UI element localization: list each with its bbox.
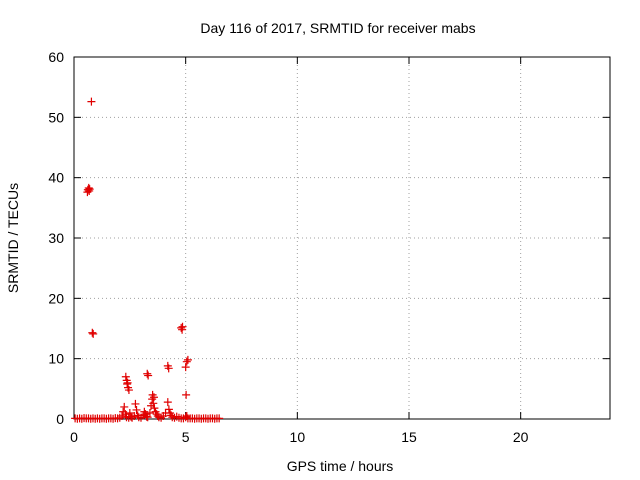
x-tick-label: 15 [401, 429, 417, 445]
data-point [178, 322, 187, 331]
x-axis-label: GPS time / hours [287, 458, 394, 474]
data-point [182, 357, 191, 366]
data-point [89, 329, 98, 338]
data-point [85, 185, 94, 194]
y-tick-label: 50 [48, 109, 64, 125]
data-point [88, 328, 97, 337]
data-point [163, 398, 172, 407]
data-point [143, 369, 152, 378]
data-point [125, 408, 134, 417]
x-tick-labels: 0 5 10 15 20 [70, 429, 529, 445]
data-point [144, 371, 153, 380]
y-tick-label: 60 [48, 49, 64, 65]
data-point [164, 364, 173, 373]
data-point [87, 97, 96, 106]
data-point [150, 404, 159, 413]
y-axis-label: SRMTID / TECUs [5, 183, 21, 293]
data-point [120, 402, 129, 411]
x-tick-label: 0 [70, 429, 78, 445]
data-point [215, 414, 224, 423]
y-tick-label: 0 [56, 411, 64, 427]
data-point [164, 405, 173, 414]
data-point [143, 413, 152, 422]
data-points [71, 97, 224, 423]
data-point [149, 399, 158, 408]
data-point [130, 411, 139, 420]
x-tick-label: 10 [290, 429, 306, 445]
data-point [126, 412, 135, 421]
y-tick-label: 30 [48, 230, 64, 246]
y-tick-labels: 0 10 20 30 40 50 60 [48, 49, 64, 427]
y-tick-label: 20 [48, 290, 64, 306]
data-point [124, 386, 133, 395]
data-point [149, 393, 158, 402]
data-point [132, 405, 141, 414]
data-point [183, 355, 192, 364]
data-point [142, 412, 151, 421]
data-point [177, 323, 186, 332]
x-tick-label: 20 [513, 429, 529, 445]
data-point [131, 399, 140, 408]
data-point [118, 411, 127, 420]
data-point [145, 408, 154, 417]
chart-title: Day 116 of 2017, SRMTID for receiver mab… [200, 20, 475, 36]
x-tick-label: 5 [182, 429, 190, 445]
y-tick-label: 40 [48, 170, 64, 186]
data-point [123, 378, 132, 387]
data-point [182, 390, 191, 399]
plot-frame [73, 56, 611, 420]
y-tick-label: 10 [48, 351, 64, 367]
data-point [121, 372, 130, 381]
data-point [181, 363, 190, 372]
data-point [83, 185, 92, 194]
grid-lines [74, 57, 610, 419]
